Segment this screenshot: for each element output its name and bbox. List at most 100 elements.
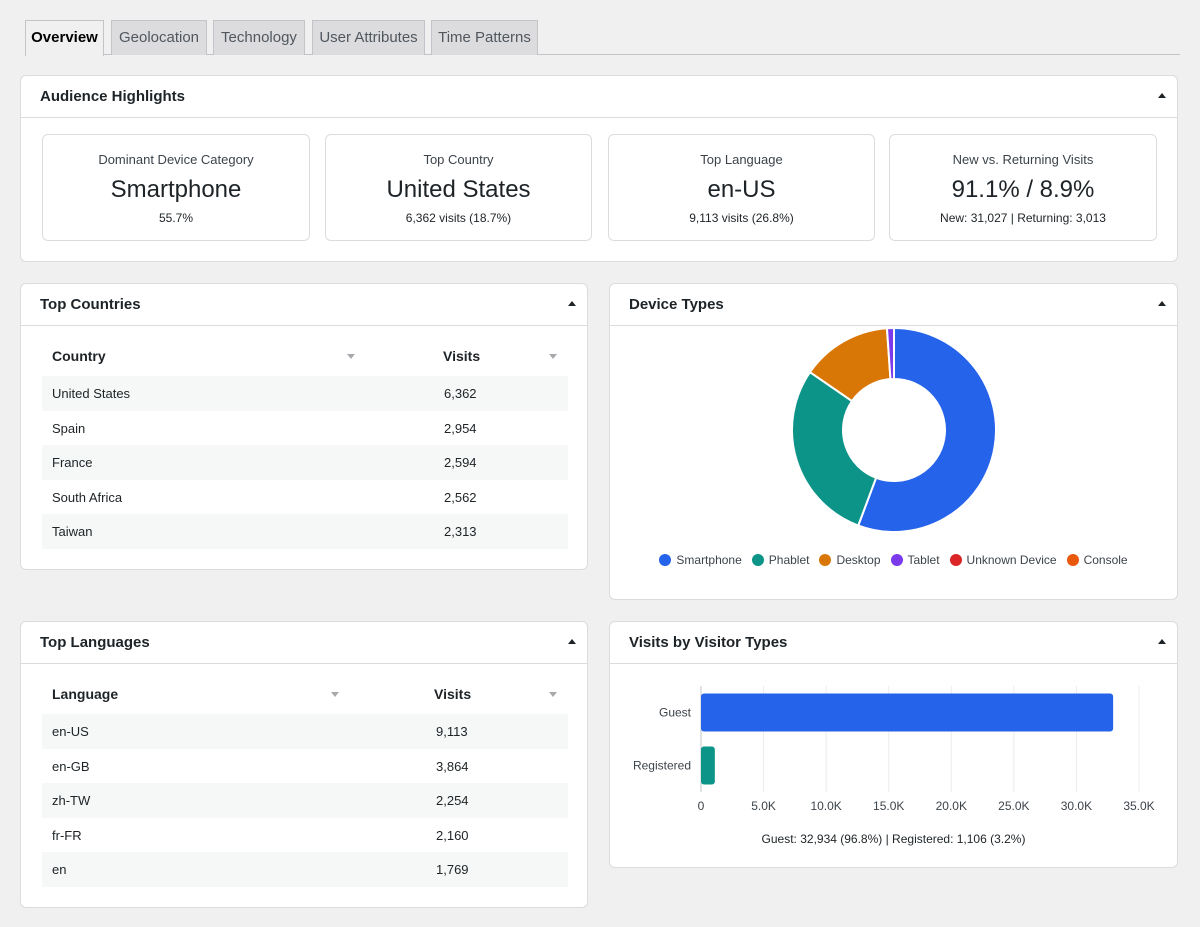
- collapse-toggle-icon[interactable]: [1155, 297, 1169, 311]
- language-cell: en: [52, 862, 67, 877]
- legend-item-phablet[interactable]: Phablet: [751, 553, 810, 567]
- panel-header: Top Countries: [21, 284, 587, 326]
- sort-visits-icon[interactable]: [549, 692, 557, 697]
- table-row: en-US 9,113: [42, 714, 568, 749]
- top-countries-panel: Top Countries Country Visits United Stat…: [20, 283, 588, 570]
- bar-guest[interactable]: [701, 693, 1114, 732]
- highlight-card-new-returning: New vs. Returning Visits 91.1% / 8.9% Ne…: [889, 134, 1157, 241]
- legend-item-desktop[interactable]: Desktop: [819, 553, 881, 567]
- legend-label: Desktop: [836, 553, 881, 567]
- visits-cell: 2,954: [444, 420, 477, 436]
- visits-cell: 2,562: [444, 489, 477, 505]
- collapse-toggle-icon[interactable]: [565, 297, 579, 311]
- x-tick-label: 15.0K: [873, 799, 904, 813]
- table-row: Spain 2,954: [42, 411, 568, 446]
- x-tick-label: 10.0K: [810, 799, 841, 813]
- legend-item-tablet[interactable]: Tablet: [890, 553, 940, 567]
- country-cell: South Africa: [52, 489, 123, 505]
- x-tick-label: 25.0K: [998, 799, 1029, 813]
- languages-table: Language Visits en-US 9,113 en-GB 3,864 zh…: [42, 664, 568, 887]
- table-header: Language Visits: [42, 664, 568, 714]
- panel-header: Audience Highlights: [21, 76, 1177, 118]
- sort-country-icon[interactable]: [347, 354, 355, 359]
- visitor-types-summary: Guest: 32,934 (96.8%) | Registered: 1,10…: [761, 832, 1026, 846]
- highlight-card-device: Dominant Device Category Smartphone 55.7…: [42, 134, 310, 241]
- card-value: 91.1% / 8.9%: [951, 176, 1095, 203]
- country-cell: Taiwan: [52, 524, 93, 539]
- table-row: en 1,769: [42, 852, 568, 887]
- language-cell: zh-TW: [52, 793, 91, 808]
- tab-geolocation[interactable]: Geolocation: [111, 20, 207, 55]
- card-subtext: 55.7%: [158, 211, 194, 225]
- table-row: Taiwan 2,313: [42, 514, 568, 549]
- language-cell: en-US: [52, 724, 89, 739]
- bar-registered[interactable]: [701, 746, 715, 785]
- collapse-toggle-icon[interactable]: [1155, 635, 1169, 649]
- donut-slice-tablet[interactable]: [885, 326, 895, 381]
- visits-cell: 1,769: [436, 862, 469, 877]
- x-tick-label: 0: [698, 799, 705, 813]
- device-types-panel: Device Types Smartphone Phablet Desktop Tab…: [609, 283, 1178, 600]
- column-header-visits[interactable]: Visits: [443, 348, 481, 364]
- x-tick-label: 35.0K: [1123, 799, 1154, 813]
- legend-item-smartphone[interactable]: Smartphone: [659, 553, 742, 567]
- donut-slice-phablet[interactable]: [791, 370, 878, 527]
- card-value: United States: [386, 176, 531, 203]
- legend-label: Unknown Device: [966, 553, 1057, 567]
- panel-title: Visits by Visitor Types: [629, 634, 788, 651]
- card-subtext: New: 31,027 | Returning: 3,013: [940, 211, 1106, 225]
- visits-cell: 9,113: [436, 724, 468, 739]
- card-value: Smartphone: [110, 176, 242, 203]
- y-category-label: Registered: [633, 759, 691, 773]
- legend-item-unknown-device[interactable]: Unknown Device: [949, 553, 1057, 567]
- card-label: Dominant Device Category: [98, 152, 254, 167]
- card-label: Top Language: [700, 152, 783, 167]
- tab-time-patterns[interactable]: Time Patterns: [431, 20, 538, 55]
- visitor-types-bar-chart: 0 5.0K 10.0K 15.0K 20.0K 25.0K 30.0K 35.0K Guest…: [633, 686, 1155, 813]
- collapse-toggle-icon[interactable]: [565, 635, 579, 649]
- highlight-card-country: Top Country United States 6,362 visits (…: [325, 134, 592, 241]
- visits-cell: 2,254: [436, 793, 469, 808]
- visitor-types-panel: Visits by Visitor Types 0 5.0K 10.0K 15.0K 2…: [609, 621, 1178, 868]
- sort-language-icon[interactable]: [331, 692, 339, 697]
- language-cell: en-GB: [52, 758, 90, 774]
- panel-header: Device Types: [610, 284, 1177, 326]
- tab-technology[interactable]: Technology: [213, 20, 305, 55]
- column-header-language[interactable]: Language: [52, 686, 119, 702]
- legend-swatch: [819, 554, 832, 566]
- panel-title: Top Countries: [40, 296, 141, 313]
- panel-header: Top Languages: [21, 622, 587, 664]
- table-row: South Africa 2,562: [42, 480, 568, 515]
- legend-swatch: [1066, 554, 1079, 566]
- legend-item-console[interactable]: Console: [1066, 553, 1128, 567]
- table-row: zh-TW 2,254: [42, 783, 568, 818]
- tab-user-attributes[interactable]: User Attributes: [312, 20, 425, 55]
- panel-title: Audience Highlights: [40, 88, 186, 105]
- tab-overview[interactable]: Overview: [25, 20, 104, 56]
- donut-slice-smartphone[interactable]: [856, 326, 997, 533]
- card-subtext: 9,113 visits (26.8%): [689, 211, 794, 225]
- legend-label: Tablet: [907, 553, 940, 567]
- legend-label: Console: [1083, 553, 1128, 567]
- legend-swatch: [659, 554, 672, 566]
- legend-swatch: [890, 554, 903, 566]
- visits-cell: 2,594: [444, 455, 477, 470]
- card-label: Top Country: [423, 152, 494, 167]
- table-row: fr-FR 2,160: [42, 818, 568, 853]
- visits-cell: 6,362: [444, 386, 477, 401]
- legend-swatch: [751, 554, 764, 566]
- legend-label: Smartphone: [676, 553, 742, 567]
- legend-label: Phablet: [768, 553, 810, 567]
- countries-table: Country Visits United States 6,362 Spain 2…: [42, 326, 568, 549]
- collapse-toggle-icon[interactable]: [1155, 89, 1169, 103]
- language-cell: fr-FR: [52, 827, 82, 843]
- card-subtext: 6,362 visits (18.7%): [405, 211, 512, 225]
- column-header-country[interactable]: Country: [52, 348, 106, 364]
- visits-cell: 2,160: [436, 827, 469, 843]
- chart-legend: Smartphone Phablet Desktop Tablet Unknown De…: [610, 553, 1177, 567]
- card-value: en-US: [707, 176, 776, 203]
- device-donut-chart: [791, 326, 997, 533]
- sort-visits-icon[interactable]: [549, 354, 557, 359]
- x-tick-label: 5.0K: [751, 799, 776, 813]
- column-header-visits[interactable]: Visits: [434, 686, 472, 702]
